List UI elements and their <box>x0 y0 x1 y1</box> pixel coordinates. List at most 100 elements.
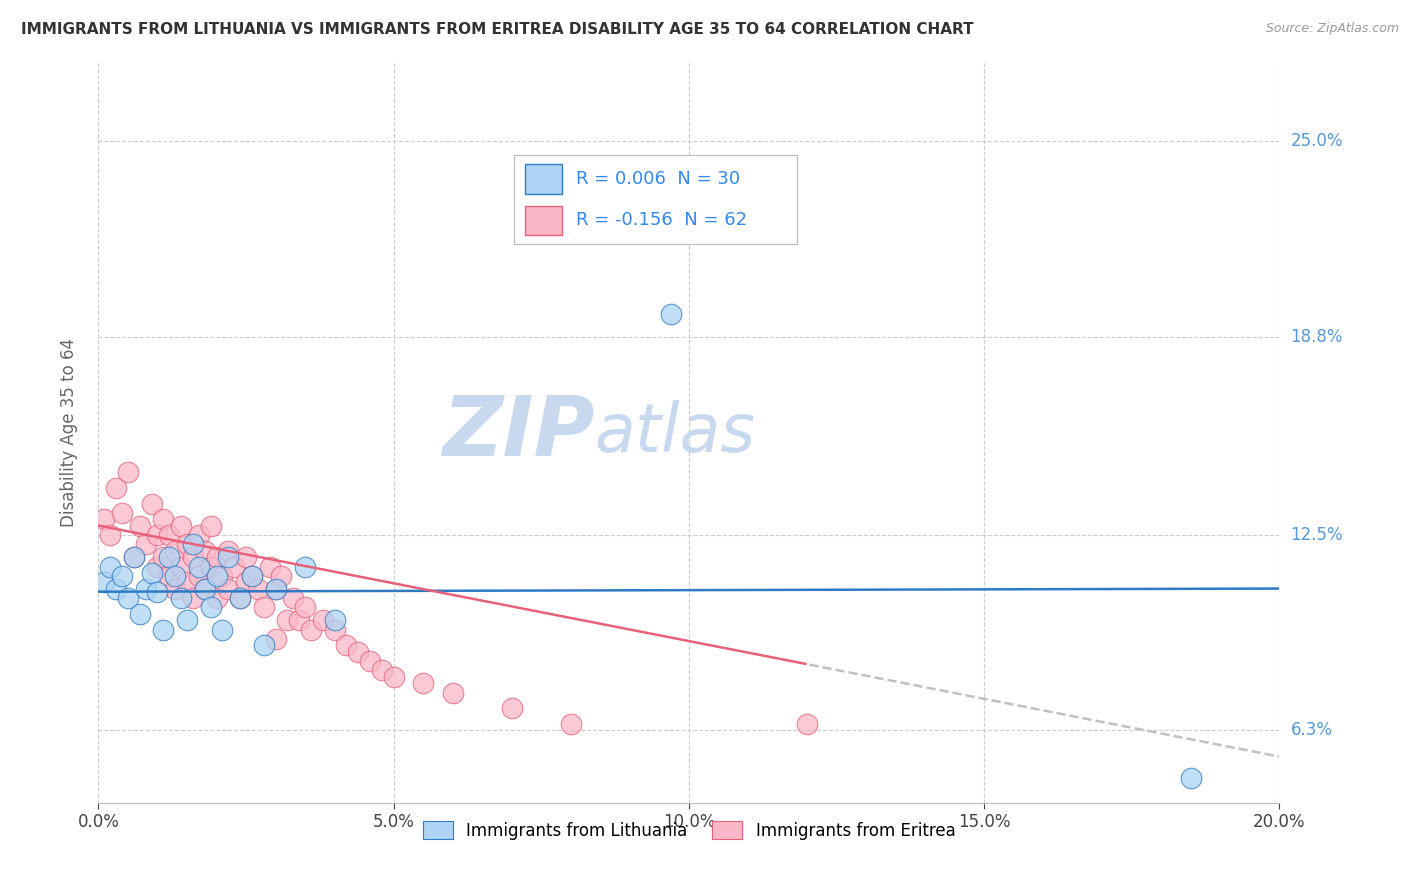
Point <box>152 623 174 637</box>
Point <box>141 496 163 510</box>
Point <box>141 566 163 580</box>
Point <box>98 528 121 542</box>
Point <box>294 559 316 574</box>
Text: atlas: atlas <box>595 400 755 466</box>
Point <box>312 613 335 627</box>
Point <box>323 613 346 627</box>
Y-axis label: Disability Age 35 to 64: Disability Age 35 to 64 <box>59 338 77 527</box>
Point <box>93 575 115 590</box>
Point <box>253 638 276 652</box>
Point <box>176 537 198 551</box>
Text: 12.5%: 12.5% <box>1291 526 1343 544</box>
Point <box>211 569 233 583</box>
Point <box>240 569 263 583</box>
Point <box>111 506 134 520</box>
Point <box>299 623 322 637</box>
Point <box>359 654 381 668</box>
Point <box>441 685 464 699</box>
Point <box>1180 771 1202 785</box>
Point <box>165 569 187 583</box>
Point <box>194 582 217 596</box>
Point <box>229 591 252 605</box>
Point <box>146 559 169 574</box>
Point <box>146 528 169 542</box>
Point <box>259 559 281 574</box>
Point <box>105 582 128 596</box>
Point <box>152 512 174 526</box>
Point <box>288 613 311 627</box>
Point <box>283 591 305 605</box>
Point <box>146 584 169 599</box>
Point <box>347 644 370 658</box>
Point <box>264 582 287 596</box>
Point <box>796 717 818 731</box>
Text: 18.8%: 18.8% <box>1291 327 1343 345</box>
Point <box>181 537 204 551</box>
Point <box>176 613 198 627</box>
Point <box>135 582 157 596</box>
Point <box>246 582 269 596</box>
Point <box>165 582 187 596</box>
Point <box>205 569 228 583</box>
Point <box>157 528 180 542</box>
Point <box>235 550 257 565</box>
Point <box>382 670 405 684</box>
Point <box>105 481 128 495</box>
Point <box>211 623 233 637</box>
Point <box>93 512 115 526</box>
Point <box>205 550 228 565</box>
Point <box>187 528 209 542</box>
Point <box>157 550 180 565</box>
Point <box>128 518 150 533</box>
Point <box>200 518 222 533</box>
Point <box>264 632 287 646</box>
Point <box>253 600 276 615</box>
Point <box>187 569 209 583</box>
Point <box>240 569 263 583</box>
FancyBboxPatch shape <box>524 206 562 235</box>
Point <box>235 575 257 590</box>
Point <box>98 559 121 574</box>
Point <box>122 550 145 565</box>
Point <box>217 550 239 565</box>
Point <box>152 550 174 565</box>
Point <box>229 591 252 605</box>
Point <box>560 717 582 731</box>
Point <box>157 569 180 583</box>
Text: R = 0.006  N = 30: R = 0.006 N = 30 <box>576 170 740 188</box>
FancyBboxPatch shape <box>524 164 562 194</box>
Point <box>412 676 434 690</box>
Point <box>264 582 287 596</box>
Point <box>122 550 145 565</box>
Text: R = -0.156  N = 62: R = -0.156 N = 62 <box>576 211 747 229</box>
Point <box>165 543 187 558</box>
Point <box>170 591 193 605</box>
Point <box>187 559 209 574</box>
Point <box>335 638 357 652</box>
Point <box>117 591 139 605</box>
Point <box>135 537 157 551</box>
Text: 25.0%: 25.0% <box>1291 132 1343 150</box>
Point <box>111 569 134 583</box>
Point <box>128 607 150 621</box>
Point <box>181 591 204 605</box>
Point <box>323 623 346 637</box>
Point <box>200 559 222 574</box>
Point <box>194 543 217 558</box>
Point <box>200 600 222 615</box>
Text: 6.3%: 6.3% <box>1291 722 1333 739</box>
Point <box>170 559 193 574</box>
Point <box>294 600 316 615</box>
Text: Source: ZipAtlas.com: Source: ZipAtlas.com <box>1265 22 1399 36</box>
Point <box>276 613 298 627</box>
Legend: Immigrants from Lithuania, Immigrants from Eritrea: Immigrants from Lithuania, Immigrants fr… <box>416 814 962 847</box>
Text: ZIP: ZIP <box>441 392 595 473</box>
Text: IMMIGRANTS FROM LITHUANIA VS IMMIGRANTS FROM ERITREA DISABILITY AGE 35 TO 64 COR: IMMIGRANTS FROM LITHUANIA VS IMMIGRANTS … <box>21 22 974 37</box>
Point <box>659 308 682 322</box>
Point <box>117 465 139 479</box>
Point <box>270 569 292 583</box>
Point <box>181 550 204 565</box>
Point <box>170 518 193 533</box>
Point <box>194 582 217 596</box>
Point <box>176 575 198 590</box>
